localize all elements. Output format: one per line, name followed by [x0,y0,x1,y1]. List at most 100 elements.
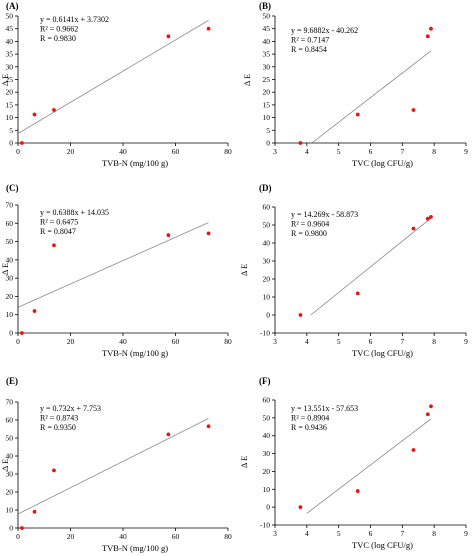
y-tick-label: 10 [6,113,14,122]
y-tick-label: 0 [9,139,13,148]
trendline [306,418,432,514]
panel-c: 0 20 40 60 80 0 10 20 30 40 50 60 70 (C) Δ E TVB-N (mg/… [0,183,232,358]
data-point [355,112,360,117]
x-tick-label: 80 [224,532,232,541]
data-point [425,216,430,221]
y-tick-label: 20 [6,488,14,497]
y-tick-label: 20 [263,275,271,284]
data-point [52,243,56,248]
y-tick-label: 10 [263,485,271,494]
data-point [32,509,37,514]
y-tick-label: 25 [6,75,14,84]
regression-annotation: y = 14.269x - 58.873 [291,210,358,219]
regression-annotation: y = 0.6141x + 3.7302 [40,15,109,24]
y-tick-label: 5 [266,126,270,135]
data-point [166,34,171,39]
y-tick-label: 45 [6,24,14,33]
regression-annotation: R = 0.9830 [40,34,76,43]
panel-a: 0 20 40 60 80 0 5 10 15 20 25 30 35 40 45 50(A) Δ E TVB-N… [0,1,232,168]
x-tick-label: 5 [337,147,341,156]
y-tick-label: 50 [6,237,14,246]
x-tick-label: 8 [432,337,436,346]
x-tick-label: 80 [224,337,232,346]
x-tick-label: 3 [273,529,277,538]
y-tick-label: 30 [6,274,14,283]
x-axis-label: TVC (log CFU/g) [352,348,413,358]
x-axis-label: TVC (log CFU/g) [352,158,413,168]
y-tick-label: 35 [6,50,14,59]
x-tick-label: 0 [16,147,20,156]
y-tick-label: 60 [263,396,271,405]
y-axis-label: Δ E [0,459,10,471]
y-tick-label: 10 [6,310,14,319]
x-tick-label: 60 [172,532,180,541]
y-tick-label: 20 [6,88,14,97]
regression-annotation: y = 13.551x - 57.653 [291,404,358,413]
regression-annotation: R² = 0.6475 [40,218,78,227]
y-tick-label: 0 [266,139,270,148]
y-tick-label: 50 [263,221,271,230]
y-tick-label: 70 [6,398,14,407]
data-point [32,112,37,117]
y-tick-label: 30 [6,470,14,479]
panel-label: (B) [259,1,271,11]
y-tick-label: 15 [6,100,14,109]
data-point [429,404,433,409]
y-tick-label: 40 [263,239,271,248]
data-point [206,231,211,236]
data-point [52,108,56,112]
y-tick-label: 10 [6,506,14,515]
y-tick-label: 40 [6,37,14,46]
x-tick-label: 6 [369,147,373,156]
x-tick-label: 5 [337,529,341,538]
y-tick-label: 35 [263,50,271,59]
y-tick-label: 40 [6,255,14,264]
y-tick-label: 60 [6,219,14,228]
x-axis-label: TVB-N (mg/100 g) [102,348,168,358]
x-tick-label: 7 [400,337,404,346]
y-axis-label: Δ E [0,74,10,86]
x-tick-label: 40 [119,337,127,346]
regression-annotation: y = 0.6388x + 14.035 [40,208,109,217]
data-point [166,233,171,238]
x-axis-label: TVB-N (mg/100 g) [102,158,168,168]
x-tick-label: 9 [464,147,468,156]
y-tick-label: 60 [263,203,271,212]
y-tick-label: 40 [263,37,271,46]
y-tick-label: 30 [263,257,271,266]
y-axis-label: Δ E [0,263,10,275]
x-tick-label: 3 [273,337,277,346]
data-point [429,215,433,219]
data-point [20,526,24,530]
x-tick-label: 20 [67,147,75,156]
x-tick-label: 0 [16,337,20,346]
y-tick-label: 10 [263,113,271,122]
trendline [310,217,432,316]
panel-label: (C) [6,183,19,193]
regression-annotation: y = 0.732x + 7.753 [40,404,101,413]
panel-d: 3 4 5 6 7 8 9 -10 0 10 20 30 40 50 60 (D) Δ E TVC (log CF… [239,183,468,358]
y-tick-label: 0 [266,311,270,320]
y-tick-label: 25 [263,75,271,84]
y-tick-label: 20 [6,292,14,301]
y-tick-label: -10 [260,521,270,530]
trendline [17,19,209,134]
y-tick-label: 0 [9,329,13,338]
y-tick-label: 10 [263,293,271,302]
regression-annotation: R² = 0.9604 [291,220,329,229]
y-axis-label: Δ E [239,264,249,276]
y-tick-label: 0 [266,503,270,512]
regression-annotation: R² = 0.9662 [40,25,78,34]
data-point [298,141,303,145]
regression-annotation: R = 0.9436 [291,423,327,432]
x-tick-label: 8 [432,529,436,538]
y-tick-label: 50 [263,12,271,21]
regression-annotation: R = 0.9350 [40,423,76,432]
regression-annotation: R² = 0.7147 [291,36,329,45]
data-point [206,424,211,429]
x-tick-label: 20 [67,532,75,541]
x-tick-label: 3 [273,147,277,156]
data-point [429,26,433,31]
y-tick-label: -10 [260,329,270,338]
